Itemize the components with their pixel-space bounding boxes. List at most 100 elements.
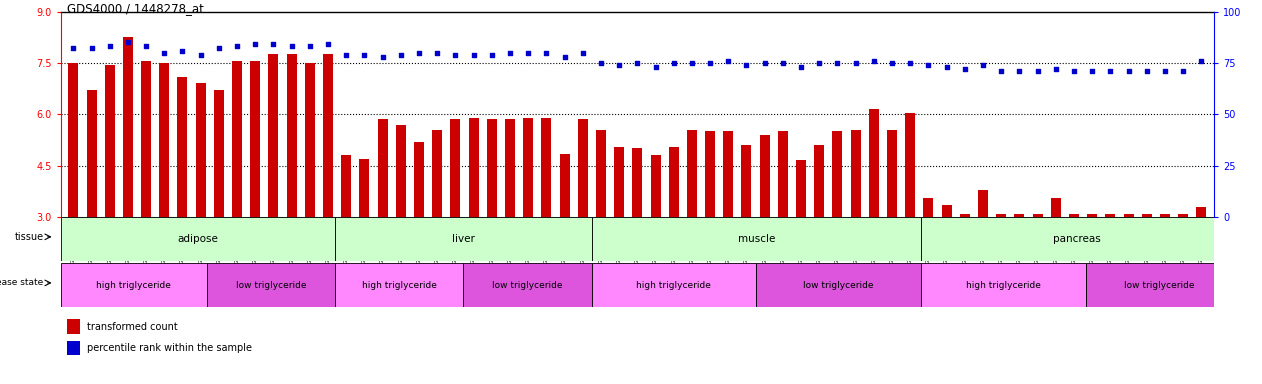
Bar xyxy=(592,263,756,307)
Bar xyxy=(323,54,333,217)
Text: low triglyceride: low triglyceride xyxy=(1124,281,1194,290)
Bar xyxy=(1069,214,1079,217)
Point xyxy=(245,41,265,48)
Bar xyxy=(596,130,606,217)
Point xyxy=(627,60,647,66)
Bar xyxy=(851,130,861,217)
Point xyxy=(1172,68,1193,74)
Bar xyxy=(960,214,969,217)
Point xyxy=(1100,68,1121,74)
Point xyxy=(1137,68,1157,74)
Bar xyxy=(1196,207,1206,217)
Bar xyxy=(814,145,824,217)
Point xyxy=(700,60,721,66)
Bar xyxy=(286,54,297,217)
Point xyxy=(227,43,247,50)
Point xyxy=(208,45,228,51)
Point xyxy=(828,60,848,66)
Point xyxy=(281,43,302,50)
Point xyxy=(536,50,557,56)
Bar xyxy=(632,149,642,217)
Point xyxy=(718,58,738,64)
Text: low triglyceride: low triglyceride xyxy=(492,281,563,290)
Point xyxy=(991,68,1011,74)
Point xyxy=(936,64,957,70)
Point xyxy=(882,60,902,66)
Bar xyxy=(468,118,478,217)
Point xyxy=(1191,58,1212,64)
Bar xyxy=(887,130,897,217)
Point xyxy=(82,45,102,51)
Point xyxy=(463,51,483,58)
Point xyxy=(772,60,793,66)
Bar xyxy=(1179,214,1188,217)
Bar xyxy=(1142,214,1152,217)
Bar xyxy=(463,263,592,307)
Bar xyxy=(105,65,115,217)
Bar xyxy=(213,90,223,217)
Point xyxy=(664,60,684,66)
Bar xyxy=(524,118,533,217)
Point xyxy=(336,51,356,58)
Text: high triglyceride: high triglyceride xyxy=(636,281,712,290)
Bar xyxy=(559,154,569,217)
Point xyxy=(846,60,866,66)
Point xyxy=(427,50,447,56)
Bar xyxy=(414,142,424,217)
Point xyxy=(173,48,193,54)
Bar xyxy=(178,76,188,217)
Point xyxy=(610,62,630,68)
Bar xyxy=(487,119,497,217)
Bar xyxy=(61,217,336,261)
Point xyxy=(1118,68,1138,74)
Bar xyxy=(250,61,260,217)
Point xyxy=(519,50,539,56)
Point xyxy=(919,62,939,68)
Point xyxy=(1155,68,1175,74)
Text: percentile rank within the sample: percentile rank within the sample xyxy=(87,343,252,353)
Bar xyxy=(87,90,96,217)
Bar xyxy=(141,61,151,217)
Point xyxy=(355,51,375,58)
Bar xyxy=(1015,214,1025,217)
Point xyxy=(63,45,83,51)
Bar xyxy=(159,63,169,217)
Point xyxy=(100,43,120,50)
Point xyxy=(409,50,429,56)
Bar xyxy=(1032,214,1042,217)
Bar xyxy=(232,61,242,217)
Text: high triglyceride: high triglyceride xyxy=(96,281,172,290)
Bar xyxy=(196,83,206,217)
Point xyxy=(264,41,284,48)
Point xyxy=(372,54,392,60)
Bar xyxy=(541,118,551,217)
Bar xyxy=(705,131,716,217)
Point xyxy=(645,64,665,70)
Bar xyxy=(921,217,1233,261)
Point xyxy=(554,54,574,60)
Point xyxy=(755,60,775,66)
Bar xyxy=(336,263,463,307)
Point xyxy=(500,50,520,56)
Bar xyxy=(122,37,133,217)
Bar xyxy=(269,54,279,217)
Bar xyxy=(796,161,806,217)
Bar xyxy=(451,119,461,217)
Bar xyxy=(669,147,679,217)
Text: adipose: adipose xyxy=(178,234,218,244)
Point xyxy=(136,43,156,50)
Bar xyxy=(723,131,733,217)
Point xyxy=(573,50,593,56)
Bar xyxy=(1160,214,1170,217)
Bar xyxy=(924,198,934,217)
Text: low triglyceride: low triglyceride xyxy=(236,281,307,290)
Point xyxy=(954,66,974,72)
Point xyxy=(154,50,174,56)
Bar xyxy=(777,131,787,217)
Bar xyxy=(1087,214,1097,217)
Text: pancreas: pancreas xyxy=(1053,234,1100,244)
Bar xyxy=(756,263,921,307)
Bar xyxy=(336,217,592,261)
Point xyxy=(681,60,702,66)
Point xyxy=(809,60,829,66)
